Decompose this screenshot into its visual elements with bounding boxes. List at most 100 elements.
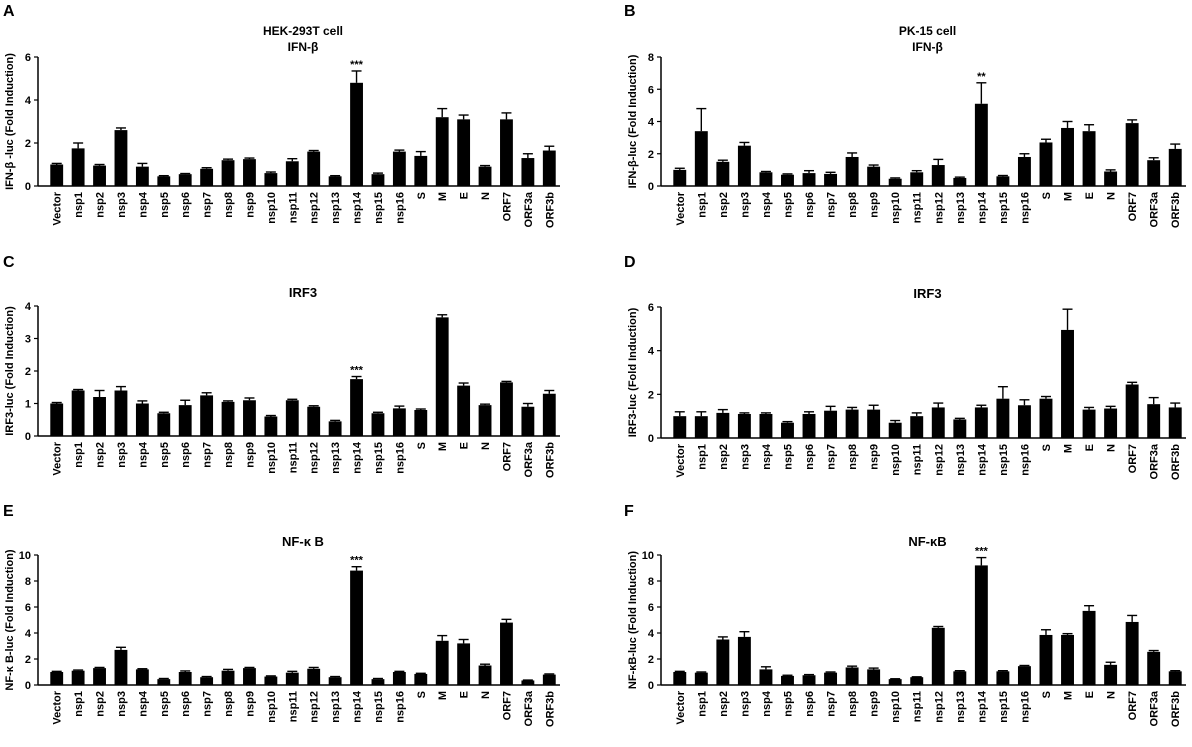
bar-orf3a (1147, 651, 1161, 685)
bar-nsp8 (221, 160, 235, 186)
y-tick-label: 0 (25, 181, 31, 193)
bar-nsp9 (243, 159, 256, 186)
x-tick-label: Vector (52, 191, 64, 225)
panel-e: E NF-κ B NF-κ B-luc (Fold Induction) 0 2 4 6 8 1… (3, 503, 560, 727)
x-tick-label: nsp7 (826, 691, 838, 717)
x-tick-label: nsp12 (309, 192, 321, 224)
x-tick-label: nsp12 (933, 192, 945, 224)
panel-b: B PK-15 cell IFN-β IFN-β-luc (Fold Inductio… (624, 3, 1186, 228)
panel-letter: F (624, 503, 634, 520)
bar-nsp1 (694, 416, 708, 438)
bar-nsp8 (221, 401, 235, 436)
bar-orf3a (1147, 404, 1161, 438)
y-tick-label: 10 (19, 550, 31, 562)
x-tick-label: nsp9 (244, 192, 256, 218)
bar-s (414, 155, 428, 186)
x-tick-label: nsp3 (739, 691, 751, 717)
bar-nsp6 (802, 413, 816, 438)
bar-nsp12 (931, 165, 945, 186)
bar-nsp3 (737, 413, 751, 438)
y-tick-label: 4 (25, 301, 32, 313)
bar-nsp3 (737, 145, 751, 186)
x-tick-label: E (1084, 192, 1096, 199)
y-tick-label: 8 (25, 576, 31, 588)
y-tick-label: 2 (648, 389, 654, 401)
x-tick-label: nsp2 (95, 442, 107, 468)
x-tick-label: nsp2 (718, 444, 730, 470)
bar-nsp1 (694, 672, 708, 685)
bar-nsp13 (328, 677, 342, 685)
bar-nsp13 (328, 421, 342, 436)
chart-title: NF-κ B (282, 534, 324, 549)
bar-n (1104, 171, 1118, 186)
x-tick-label: nsp10 (266, 691, 278, 723)
chart-subtitle: IFN-β (288, 40, 319, 54)
bar-nsp7 (824, 410, 838, 438)
x-tick-label: nsp4 (761, 443, 773, 470)
bar-orf7 (500, 622, 513, 685)
bar-nsp2 (716, 161, 730, 186)
bar-nsp13 (953, 671, 967, 685)
x-tick-label: nsp6 (180, 192, 192, 218)
bar-nsp2 (93, 397, 106, 436)
bar-nsp16 (392, 408, 406, 436)
bar-e (1082, 610, 1096, 685)
x-tick-label: nsp1 (73, 691, 85, 717)
bar-nsp15 (371, 174, 385, 186)
bar-nsp6 (802, 675, 816, 685)
bar-n (478, 665, 492, 685)
bar-orf7 (1125, 123, 1139, 186)
x-tick-label: Vector (52, 441, 64, 475)
x-tick-label: ORF7 (1127, 444, 1139, 473)
panel-letter: C (3, 254, 15, 271)
x-tick-label: nsp14 (352, 191, 364, 224)
y-tick-label: 2 (25, 366, 31, 378)
x-tick-label: nsp9 (244, 442, 256, 468)
x-tick-label: S (416, 192, 428, 199)
y-tick-label: 3 (25, 334, 31, 346)
x-tick-label: nsp11 (912, 691, 924, 722)
bar-nsp3 (114, 390, 128, 436)
y-axis-label: NF-κB-luc (Fold Induction) (627, 551, 639, 689)
bar-nsp12 (931, 407, 945, 438)
x-tick-label: Vector (675, 690, 687, 724)
x-tick-label: N (1106, 192, 1118, 200)
bar-vector (50, 164, 64, 186)
x-tick-label: nsp11 (912, 192, 924, 223)
bar-orf7 (1125, 384, 1139, 438)
x-tick-label: nsp16 (1019, 691, 1031, 723)
bar-nsp15 (371, 679, 385, 685)
bar-nsp10 (888, 679, 902, 685)
bar-nsp4 (135, 403, 149, 436)
bar-vector (50, 672, 64, 685)
bar-nsp7 (200, 395, 214, 436)
x-tick-label: nsp4 (137, 690, 149, 717)
y-tick-label: 0 (648, 680, 654, 692)
bar-e (1082, 131, 1096, 186)
chart-title: PK-15 cell (899, 24, 956, 38)
bar-nsp7 (824, 173, 838, 186)
significance-marker: *** (975, 546, 989, 558)
bar-s (1039, 398, 1053, 438)
bar-vector (673, 672, 687, 685)
bar-nsp5 (157, 679, 171, 685)
panel-letter: B (624, 3, 636, 20)
x-tick-label: ORF7 (501, 442, 513, 471)
bar-nsp5 (157, 176, 171, 186)
y-tick-label: 0 (648, 181, 654, 193)
chart-title: IRF3 (289, 285, 317, 300)
bar-s (414, 410, 428, 436)
bar-nsp10 (888, 178, 902, 186)
bar-e (457, 385, 471, 436)
x-tick-label: M (1063, 192, 1075, 201)
y-tick-label: 6 (648, 84, 654, 96)
bar-e (457, 119, 471, 186)
bar-nsp9 (867, 409, 881, 438)
x-tick-label: nsp6 (804, 444, 816, 470)
bar-orf3a (521, 406, 535, 436)
bar-s (414, 673, 428, 685)
bar-nsp4 (135, 166, 149, 186)
bar-n (478, 405, 492, 436)
x-tick-label: nsp8 (847, 691, 859, 717)
